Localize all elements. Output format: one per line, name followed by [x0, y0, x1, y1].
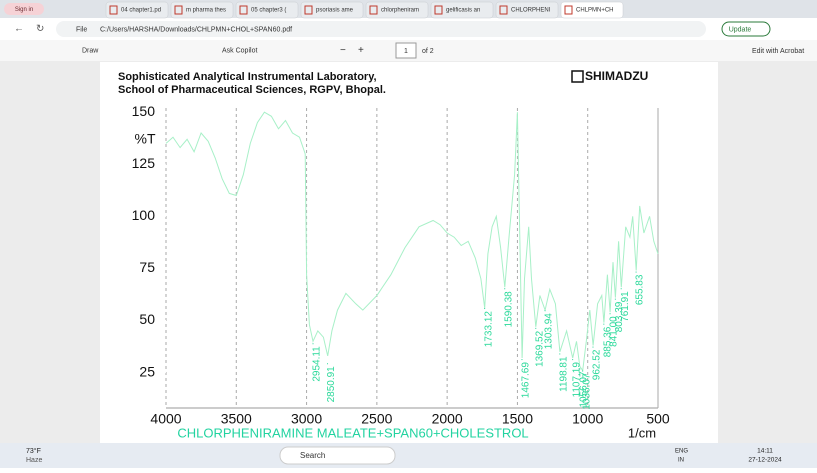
ask-copilot[interactable]: Ask Copilot [222, 47, 257, 54]
peak-label: 1198.81 [558, 356, 569, 392]
tab-title[interactable]: 05 chapter3 ( [251, 8, 286, 14]
y-tick-label: 75 [139, 259, 155, 275]
sample-name: CHLORPHENIRAMINE MALEATE+SPAN60+CHOLESTR… [177, 425, 528, 440]
peak-label: 1056.07 [578, 371, 589, 408]
zoom-in[interactable]: + [358, 45, 364, 56]
peak-label: 1303.94 [544, 313, 555, 350]
x-tick-label: 3000 [291, 411, 322, 427]
update[interactable]: Update [729, 26, 752, 33]
tab[interactable] [560, 1, 624, 19]
tab[interactable] [365, 1, 429, 19]
tab-title[interactable]: psoriasis ame [316, 8, 354, 14]
y-tick-label: 150 [132, 103, 156, 119]
tab[interactable] [170, 1, 234, 19]
tab-icon [304, 5, 313, 15]
tab-title[interactable]: CHLORPHENI [511, 8, 551, 14]
tab-title[interactable]: CHLPMN+CH [576, 8, 614, 14]
reload-icon[interactable]: ↻ [36, 24, 44, 35]
peak-label: 841.00 [609, 316, 620, 347]
peak-label: 1590.38 [503, 291, 514, 328]
tab[interactable] [105, 1, 169, 19]
peak-label: 1036.07 [581, 373, 592, 410]
x-tick-label: 4000 [150, 411, 181, 427]
tab-title[interactable]: 04 chapter1.pd [121, 8, 161, 14]
tab-icon [499, 5, 508, 15]
x-tick-label: 2500 [361, 411, 392, 427]
page-box[interactable] [395, 42, 417, 59]
temperature: 73°F [26, 447, 41, 455]
weather: Haze [26, 457, 42, 464]
search[interactable]: Search [300, 451, 325, 460]
tab[interactable] [495, 1, 559, 19]
header-line: Sophisticated Analytical Instrumental La… [118, 71, 377, 83]
address-box[interactable] [56, 21, 706, 37]
tab[interactable] [300, 1, 364, 19]
y-label: %T [135, 131, 156, 147]
update-button[interactable] [721, 21, 771, 37]
tab-icon [564, 5, 573, 15]
sign-in-button[interactable] [4, 3, 44, 15]
y-tick-label: 25 [139, 363, 155, 379]
y-tick-label: 100 [132, 207, 156, 223]
edit-acrobat[interactable]: Edit with Acrobat [752, 48, 804, 55]
zoom-out[interactable]: − [340, 45, 346, 56]
y-tick-label: 50 [139, 311, 155, 327]
y-tick-label: 125 [132, 155, 156, 171]
peak-label: 885.36 [602, 326, 613, 357]
tab-title[interactable]: chlorpheniram [381, 8, 419, 14]
search-box[interactable] [279, 446, 396, 465]
peak-label: 2850.91 [326, 366, 337, 403]
peak-label: 655.83 [635, 274, 646, 305]
peak-label: 1107.19 [571, 362, 582, 398]
scheme: File [76, 26, 87, 33]
tab-icon [109, 5, 118, 15]
x-tick-label: 3500 [221, 411, 252, 427]
tab-title[interactable]: m pharma thes [186, 8, 226, 14]
x-tick-label: 1000 [572, 411, 603, 427]
peak-label: 2954.11 [312, 346, 323, 382]
tab-title[interactable]: gelificasis an [446, 8, 480, 14]
tab[interactable] [235, 1, 299, 19]
page-number[interactable]: 1 [404, 48, 408, 55]
time: 14:11 [757, 448, 773, 455]
region: IN [678, 458, 684, 464]
url[interactable]: C:/Users/HARSHA/Downloads/CHLPMN+CHOL+SP… [100, 26, 292, 33]
page-count: of 2 [422, 48, 434, 55]
lang: ENG [675, 449, 688, 455]
header-line: School of Pharmaceutical Sciences, RGPV,… [118, 84, 386, 96]
peak-label: 1369.52 [534, 330, 545, 367]
taskbar [0, 443, 817, 468]
tab-icon [174, 5, 183, 15]
peak-label: 1467.69 [521, 362, 532, 399]
spectrum-line [165, 111, 659, 372]
peak-label: 803.39 [614, 301, 625, 332]
peak-label: 761.91 [620, 291, 631, 322]
x-tick-label: 500 [646, 411, 670, 427]
x-label: 1/cm [628, 425, 656, 440]
date: 27-12-2024 [748, 457, 782, 464]
tab-icon [239, 5, 248, 15]
tab-icon [434, 5, 443, 15]
back-icon[interactable]: ← [14, 24, 24, 35]
tab[interactable] [430, 1, 494, 19]
x-tick-label: 2000 [432, 411, 463, 427]
x-tick-label: 1500 [502, 411, 533, 427]
peak-label: 1733.12 [483, 311, 494, 348]
draw[interactable]: Draw [82, 47, 99, 54]
tab-icon [369, 5, 378, 15]
logo: SHIMADZU [585, 69, 648, 83]
pdf-page [100, 62, 718, 443]
logo-mark [571, 70, 584, 83]
sign-in[interactable]: Sign in [15, 7, 33, 13]
peak-label: 962.52 [592, 349, 603, 380]
